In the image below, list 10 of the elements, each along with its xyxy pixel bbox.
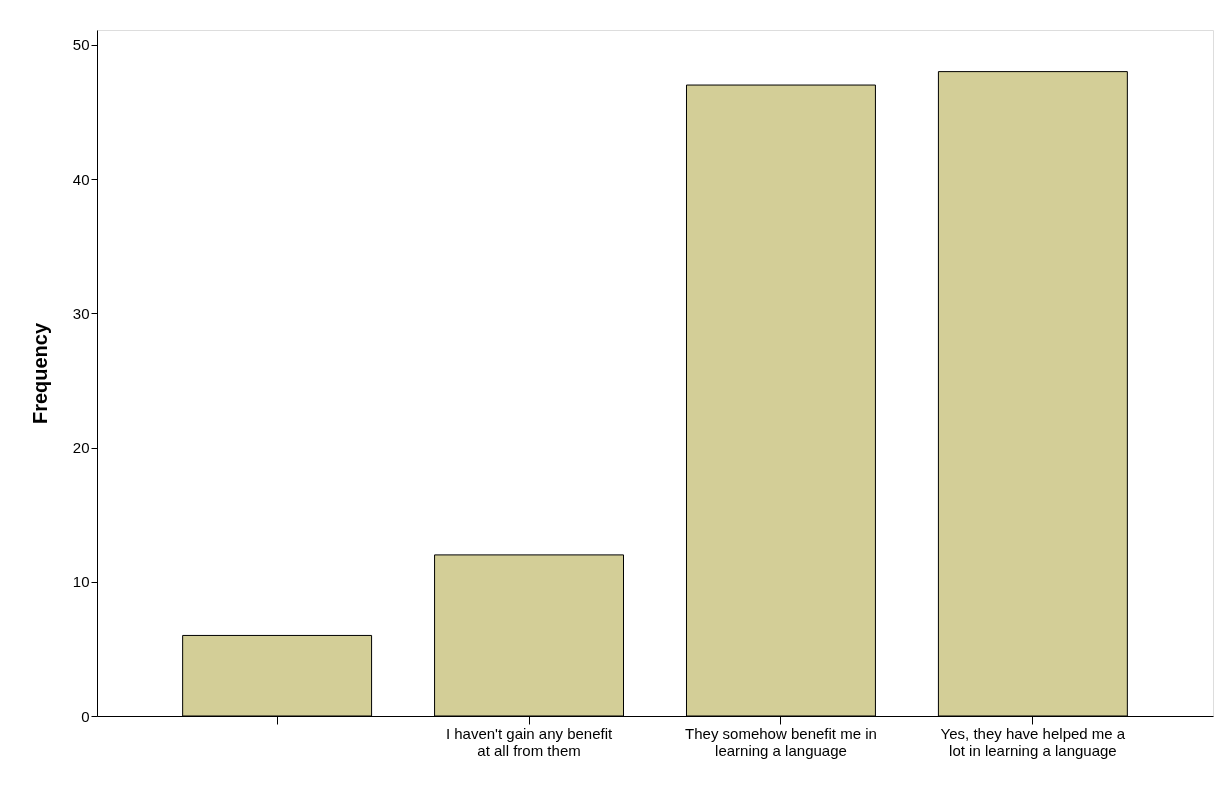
x-tick-label: They somehow benefit me in learning a language — [685, 724, 877, 759]
y-tick-label: 40 — [72, 170, 90, 188]
y-tick-label: 0 — [81, 707, 90, 725]
y-tick-label: 50 — [72, 36, 90, 54]
y-tick-label: 30 — [72, 304, 90, 322]
y-tick-label: 20 — [72, 439, 90, 457]
y-axis-title: Frequency — [28, 322, 51, 425]
y-tick-label: 10 — [72, 573, 90, 591]
x-tick-label: Yes, they have helped me a lot in learning a language — [940, 724, 1126, 759]
x-tick-label: I haven't gain any benefit at all from them — [445, 724, 614, 759]
